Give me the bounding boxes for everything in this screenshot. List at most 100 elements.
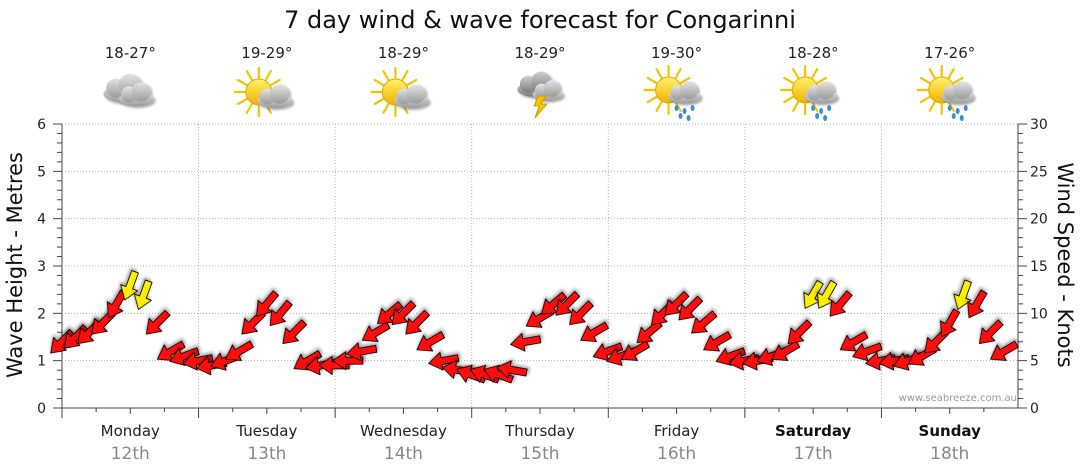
cloud-shape [532,80,564,102]
sun-rain-icon [643,64,702,121]
temperature-label: 18-27° [105,44,156,62]
sun-rain-icon [780,64,838,121]
cloud-puff [816,81,835,100]
cloud-shape [257,84,293,109]
sun-ray [792,68,800,79]
wind-arrow [829,290,853,317]
temperature-label: 19-30° [651,44,702,62]
date-label: 17th [794,444,833,464]
arrow-shape [852,342,883,362]
right-tick-label: 0 [1030,401,1039,417]
arrow-shape [428,351,460,371]
rain-drops [674,105,695,121]
wind-arrow [496,360,528,379]
cloudy-icon [103,73,154,107]
sun-ray [928,68,936,79]
sun-ray [674,68,682,79]
rain-drop [823,115,828,121]
arrow-shape [771,340,801,361]
arrow-shape [691,310,718,334]
arrow-shape [416,331,446,352]
wind-arrow [771,340,801,361]
arrow-shape [990,340,1019,361]
sun-ray [783,95,795,104]
cloud-shape [393,84,430,109]
date-label: 12th [111,444,150,464]
right-tick-label: 30 [1030,117,1048,133]
day-label: Sunday [919,422,982,440]
arrow-shape [145,309,171,335]
wind-arrow [852,342,883,362]
temperature-label: 17-26° [924,44,975,62]
left-tick-label: 6 [37,117,46,133]
wind-arrow [839,331,869,352]
sun-ray [382,70,390,81]
sun-ray [928,101,936,112]
rain-drop [819,108,824,114]
thunderstorm-icon [517,71,564,119]
arrow-shape [978,319,1004,345]
lightning-bolt [533,95,548,119]
arrow-shape [332,351,364,371]
arrow-shape [967,289,988,319]
wind-arrow [318,355,350,375]
sun-ray [792,101,800,112]
right-axis-title: Wind Speed - Knots [1053,162,1077,367]
wind-arrow [346,342,378,362]
right-tick-label: 20 [1030,212,1048,228]
wind-arrow [990,340,1019,361]
cloud-puff [406,84,426,104]
rain-drop [963,105,968,111]
day-label: Tuesday [235,422,297,440]
sun-rain-icon [916,64,975,121]
right-tick-label: 5 [1030,354,1039,370]
wind-arrow [182,351,214,371]
arrow-shape [282,319,307,345]
sun-ray [269,78,281,87]
cloud-shape [804,81,838,104]
arrow-shape [703,331,732,352]
day-label: Wednesday [360,422,447,440]
cloud-puff [680,81,699,100]
arrow-shape [318,355,350,375]
date-label: 16th [657,444,696,464]
right-tick-label: 10 [1030,306,1048,322]
left-tick-label: 1 [37,354,46,370]
wind-arrow [428,351,460,371]
wind-arrow [510,332,542,352]
left-tick-label: 0 [37,401,46,417]
left-tick-label: 4 [37,212,46,228]
rain-drop [690,105,695,111]
cloud-puff [270,84,290,104]
wind-arrow [405,309,430,335]
cloud-puff [131,82,151,102]
arrow-shape [225,340,254,361]
arrow-shape [405,309,430,335]
sun-ray [382,103,390,114]
rain-drop [674,105,679,111]
credit-label: www.seabreeze.com.au [899,393,1017,404]
wind-arrow [269,299,293,327]
arrow-shape [839,331,869,352]
arrow-shape [496,360,528,379]
day-label: Monday [101,422,160,440]
sun-ray [919,76,931,85]
date-label: 13th [247,444,286,464]
wind-arrows [50,270,1019,384]
temperature-label: 18-29° [514,44,565,62]
cloud-puff [953,81,972,100]
rain-drop [678,113,683,119]
sun-ray [373,97,385,106]
arrow-shape [569,300,594,326]
wind-arrow [134,279,153,310]
wind-arrow [555,291,581,316]
sun-ray [245,70,253,81]
arrow-shape [269,299,293,327]
cloud-puff [543,80,561,97]
arrow-shape [678,295,704,321]
left-tick-label: 5 [37,164,46,180]
cloud-shape [941,81,975,104]
sun-ray [401,70,409,81]
sun-ray [783,76,795,85]
